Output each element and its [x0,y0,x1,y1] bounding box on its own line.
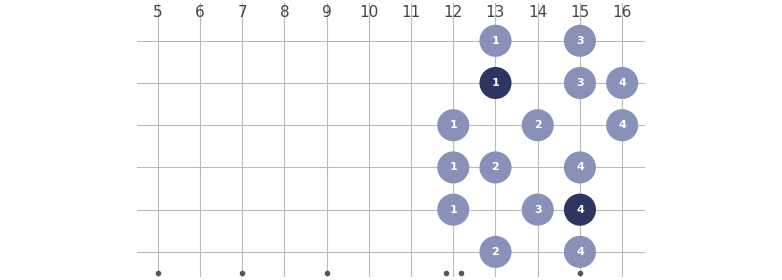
Text: 4: 4 [576,205,584,215]
Text: 11: 11 [401,5,421,20]
Text: 10: 10 [359,5,378,20]
Text: 2: 2 [492,162,500,172]
Circle shape [479,67,511,99]
Circle shape [522,194,554,226]
Text: 12: 12 [443,5,463,20]
Text: 16: 16 [612,5,632,20]
Text: 1: 1 [450,162,457,172]
Text: 6: 6 [195,5,205,20]
Text: 13: 13 [486,5,505,20]
Text: 14: 14 [528,5,547,20]
Text: 5: 5 [153,5,163,20]
Circle shape [564,236,596,268]
Circle shape [564,25,596,57]
Circle shape [564,151,596,183]
Circle shape [564,194,596,226]
Text: 1: 1 [450,205,457,215]
Circle shape [437,194,469,226]
Circle shape [479,236,511,268]
Text: 15: 15 [570,5,590,20]
Text: 2: 2 [492,247,500,257]
Text: 7: 7 [238,5,247,20]
Circle shape [437,151,469,183]
Circle shape [606,109,638,141]
Text: 1: 1 [492,36,500,46]
Text: 2: 2 [534,120,542,130]
Text: 3: 3 [576,78,583,88]
Text: 3: 3 [576,36,583,46]
Text: 4: 4 [619,78,626,88]
Text: 1: 1 [492,78,500,88]
Text: 4: 4 [619,120,626,130]
Circle shape [479,151,511,183]
Circle shape [437,109,469,141]
Circle shape [606,67,638,99]
Circle shape [564,67,596,99]
Text: 8: 8 [280,5,289,20]
Text: 3: 3 [534,205,541,215]
Text: 1: 1 [450,120,457,130]
Circle shape [479,25,511,57]
Text: 4: 4 [576,247,584,257]
Text: 4: 4 [576,162,584,172]
Circle shape [522,109,554,141]
Text: 9: 9 [321,5,332,20]
